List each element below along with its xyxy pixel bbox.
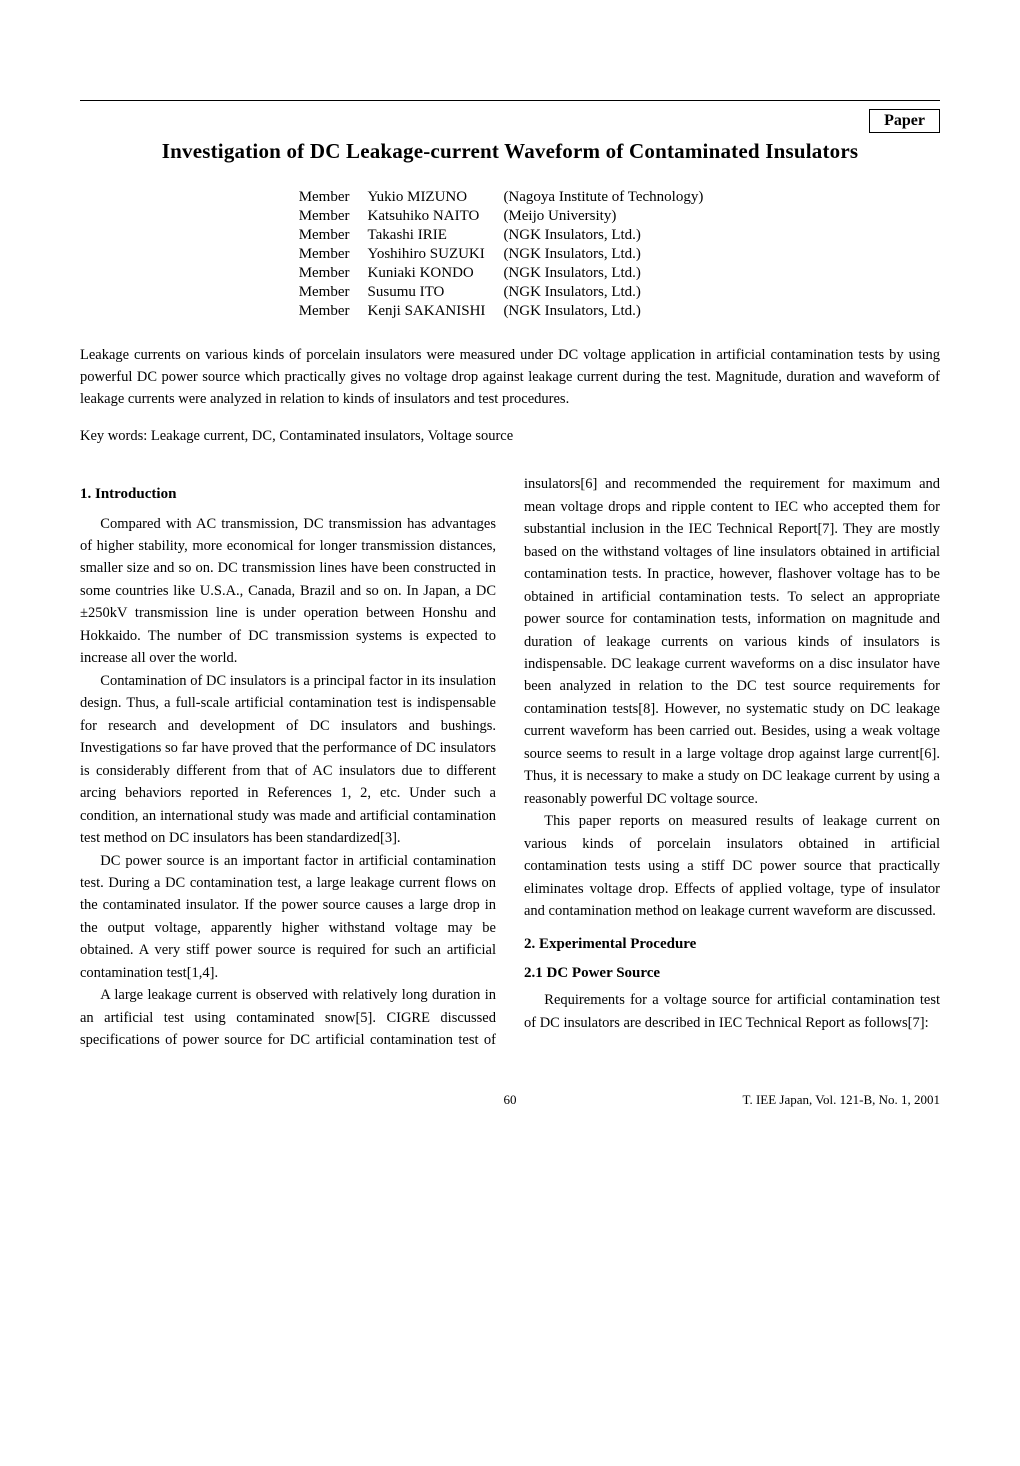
author-role: Member <box>299 226 368 245</box>
section-2-1-heading: 2.1 DC Power Source <box>524 962 940 985</box>
keywords-label: Key words: <box>80 428 147 444</box>
body-paragraph: Requirements for a voltage source for ar… <box>524 989 940 1034</box>
author-row: Member Kuniaki KONDO (NGK Insulators, Lt… <box>299 264 722 283</box>
body-paragraph: Compared with AC transmission, DC transm… <box>80 513 496 670</box>
author-role: Member <box>299 264 368 283</box>
author-role: Member <box>299 283 368 302</box>
author-affil: (Nagoya Institute of Technology) <box>503 188 721 207</box>
author-affil: (Meijo University) <box>503 207 721 226</box>
author-name: Susumu ITO <box>368 283 504 302</box>
author-name: Kenji SAKANISHI <box>368 302 504 321</box>
author-role: Member <box>299 207 368 226</box>
authors-block: Member Yukio MIZUNO (Nagoya Institute of… <box>299 188 722 321</box>
author-affil: (NGK Insulators, Ltd.) <box>503 245 721 264</box>
author-name: Kuniaki KONDO <box>368 264 504 283</box>
author-affil: (NGK Insulators, Ltd.) <box>503 283 721 302</box>
author-affil: (NGK Insulators, Ltd.) <box>503 302 721 321</box>
section-1-heading: 1. Introduction <box>80 483 496 506</box>
author-affil: (NGK Insulators, Ltd.) <box>503 264 721 283</box>
author-row: Member Yoshihiro SUZUKI (NGK Insulators,… <box>299 245 722 264</box>
author-name: Takashi IRIE <box>368 226 504 245</box>
author-affil: (NGK Insulators, Ltd.) <box>503 226 721 245</box>
author-name: Yoshihiro SUZUKI <box>368 245 504 264</box>
author-row: Member Susumu ITO (NGK Insulators, Ltd.) <box>299 283 722 302</box>
journal-ref: T. IEE Japan, Vol. 121-B, No. 1, 2001 <box>653 1092 940 1108</box>
body-paragraph: This paper reports on measured results o… <box>524 810 940 922</box>
keywords-text: Leakage current, DC, Contaminated insula… <box>151 428 513 444</box>
top-rule <box>80 100 940 101</box>
abstract-text: Leakage currents on various kinds of por… <box>80 345 940 410</box>
page-number: 60 <box>367 1092 654 1108</box>
section-2-heading: 2. Experimental Procedure <box>524 933 940 956</box>
body-paragraph: DC power source is an important factor i… <box>80 850 496 985</box>
paper-label: Paper <box>869 109 940 133</box>
author-name: Yukio MIZUNO <box>368 188 504 207</box>
paper-title: Investigation of DC Leakage-current Wave… <box>80 139 940 164</box>
author-role: Member <box>299 188 368 207</box>
author-role: Member <box>299 302 368 321</box>
author-row: Member Katsuhiko NAITO (Meijo University… <box>299 207 722 226</box>
author-row: Member Kenji SAKANISHI (NGK Insulators, … <box>299 302 722 321</box>
keywords-line: Key words: Leakage current, DC, Contamin… <box>80 428 940 445</box>
paper-label-container: Paper <box>80 109 940 133</box>
author-name: Katsuhiko NAITO <box>368 207 504 226</box>
author-row: Member Yukio MIZUNO (Nagoya Institute of… <box>299 188 722 207</box>
page-footer: 60 T. IEE Japan, Vol. 121-B, No. 1, 2001 <box>80 1092 940 1108</box>
author-row: Member Takashi IRIE (NGK Insulators, Ltd… <box>299 226 722 245</box>
author-role: Member <box>299 245 368 264</box>
footer-spacer <box>80 1092 367 1108</box>
body-columns: 1. Introduction Compared with AC transmi… <box>80 473 940 1052</box>
body-paragraph: Contamination of DC insulators is a prin… <box>80 670 496 850</box>
